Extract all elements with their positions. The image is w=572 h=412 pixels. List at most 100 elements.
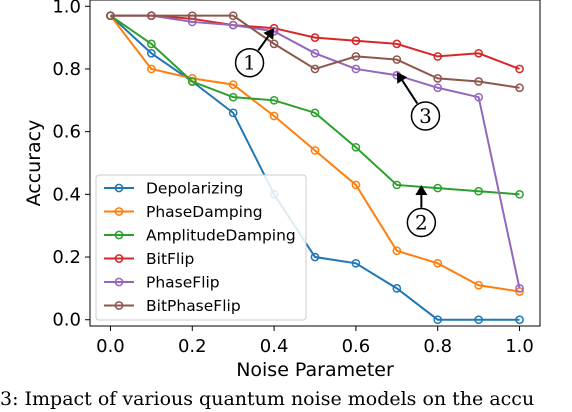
y-tick-label: 0.8: [52, 59, 81, 80]
legend-box: [95, 174, 307, 321]
legend-label: AmplitudeDamping: [146, 227, 296, 245]
series-BitPhaseFlip: [106, 11, 524, 93]
data-point: [228, 108, 238, 118]
annotation-number: 1: [243, 51, 256, 75]
series-line: [110, 14, 520, 89]
legend-swatch-marker: [114, 254, 124, 263]
data-point: [269, 95, 279, 105]
x-tick-label: 1.0: [505, 336, 534, 357]
data-point: [147, 64, 156, 74]
legend-label: PhaseDamping: [146, 203, 263, 221]
annotation-callout-2: 2: [406, 184, 437, 238]
data-point: [515, 83, 524, 93]
annotation-arrowhead: [263, 28, 275, 40]
data-point: [310, 108, 320, 118]
data-point: [474, 48, 483, 58]
data-point: [515, 64, 524, 74]
data-point: [474, 315, 483, 325]
legend: Depolarizing PhaseDamping AmplitudeDamping…: [95, 174, 307, 321]
legend-swatch-marker: [114, 207, 124, 216]
data-point: [310, 33, 320, 42]
series-BitFlip: [106, 11, 524, 74]
legend-item: PhaseDamping: [104, 203, 263, 221]
annotation-callout-1: 1: [234, 28, 275, 78]
x-tick-label: 0.4: [260, 336, 289, 357]
series-Depolarizing: [106, 11, 524, 325]
series-line: [109, 14, 520, 321]
data-point: [310, 48, 320, 58]
data-point: [187, 17, 197, 27]
legend-item: AmplitudeDamping: [104, 227, 296, 245]
annotation-callout-3: 3: [396, 72, 441, 131]
legend-swatch-marker: [114, 183, 124, 193]
legend-item: BitFlip: [104, 250, 194, 268]
data-point: [515, 189, 524, 199]
legend-label: PhaseFlip: [146, 274, 220, 292]
data-point: [310, 146, 320, 155]
legend-swatch-marker: [114, 301, 124, 310]
data-point: [351, 64, 361, 74]
figure-caption: 3: Impact of various quantum noise model…: [0, 388, 535, 410]
data-point: [474, 77, 483, 86]
y-tick-label: 0.2: [52, 247, 81, 268]
data-point: [351, 180, 361, 190]
data-point: [228, 11, 238, 21]
data-point: [147, 48, 156, 58]
data-point: [269, 39, 279, 49]
data-point: [269, 111, 279, 121]
plot-data-layer: [106, 11, 524, 325]
legend-swatch-marker: [114, 277, 124, 287]
data-point: [351, 258, 361, 268]
y-tick-label: 0.0: [52, 310, 81, 331]
data-point: [147, 39, 156, 49]
data-point: [433, 83, 443, 93]
data-point: [474, 186, 483, 196]
data-point: [351, 36, 361, 46]
y-axis-label: Accuracy: [23, 120, 45, 207]
legend-item: PhaseFlip: [104, 274, 220, 292]
data-point: [433, 183, 443, 193]
y-tick-label: 0.6: [52, 122, 81, 143]
data-point: [433, 258, 443, 268]
legend-swatch-marker: [114, 230, 124, 240]
series-AmplitudeDamping: [106, 11, 524, 199]
series-line: [110, 14, 520, 70]
data-point: [106, 11, 115, 21]
annotation-arrow: [257, 35, 270, 52]
legend-item: Depolarizing: [104, 180, 243, 198]
data-point: [474, 92, 483, 102]
data-point: [228, 92, 238, 102]
data-point: [474, 280, 483, 290]
y-tick-label: 0.4: [52, 184, 81, 205]
data-point: [228, 80, 238, 89]
data-point: [392, 39, 402, 49]
annotation-arrow: [401, 79, 419, 104]
annotation-circle: [234, 47, 265, 78]
data-point: [392, 246, 402, 256]
annotation-number: 2: [415, 211, 428, 235]
data-point: [515, 315, 524, 325]
x-axis-label: Noise Parameter: [236, 359, 394, 381]
axis-ticks: 0.0 0.2 0.4 0.6 0.8 1.0 0.0 0.2 0.4 0.6 0.8 1.0: [52, 0, 534, 357]
annotation-circle: [406, 207, 437, 238]
series-line: [109, 14, 520, 196]
legend-item: BitPhaseFlip: [104, 297, 241, 315]
data-point: [147, 11, 156, 21]
data-point: [228, 20, 238, 30]
legend-label: Depolarizing: [146, 180, 243, 198]
legend-label: BitFlip: [146, 250, 194, 268]
annotation-number: 3: [419, 104, 432, 128]
data-point: [433, 74, 443, 83]
series-line: [109, 15, 520, 293]
y-tick-label: 1.0: [52, 0, 81, 17]
data-point: [433, 52, 443, 61]
x-tick-label: 0.8: [423, 336, 452, 357]
data-point: [187, 11, 197, 21]
axes-frame: [89, 0, 541, 327]
data-point: [351, 142, 361, 152]
data-point: [392, 180, 402, 190]
data-point: [187, 77, 197, 86]
annotations: 1 2 3: [234, 28, 441, 238]
data-point: [515, 284, 524, 293]
